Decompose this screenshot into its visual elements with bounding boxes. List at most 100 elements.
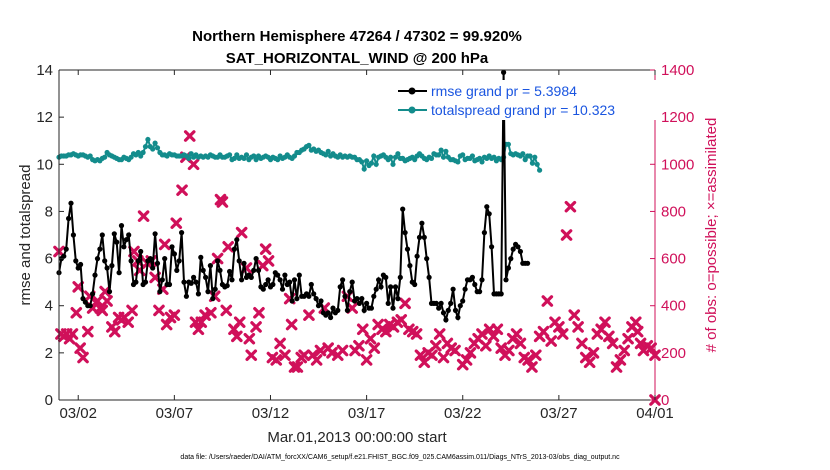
- obs-marker-164: [645, 342, 657, 354]
- rmse-point-195: [525, 260, 531, 266]
- obs-marker-76: [303, 309, 315, 321]
- rmse-point-141: [395, 296, 401, 302]
- rmse-point-157: [433, 300, 439, 306]
- rmse-point-150: [416, 234, 423, 240]
- rmse-point-163: [448, 300, 454, 306]
- rmse-point-98: [291, 277, 298, 283]
- totalspread-point-128: [364, 158, 370, 164]
- y-right-tick-label-5: 1000: [661, 156, 694, 173]
- rmse-point-46: [166, 281, 173, 288]
- rmse-point-125: [356, 300, 362, 306]
- y-tick-label-2: 4: [45, 298, 53, 315]
- rmse-point-124: [354, 296, 360, 302]
- obs-marker-75: [298, 349, 310, 362]
- rmse-point-85: [260, 286, 266, 292]
- rmse-point-109: [318, 298, 324, 304]
- rmse-point-175: [477, 289, 483, 295]
- rmse-point-94: [282, 272, 288, 278]
- rmse-point-92: [277, 277, 283, 283]
- obs-marker-126: [503, 344, 515, 357]
- obs-marker-59: [243, 332, 256, 345]
- totalspread-point-155: [428, 155, 435, 161]
- rmse-point-128: [364, 300, 370, 306]
- rmse-point-130: [368, 305, 374, 311]
- obs-marker-152: [603, 330, 615, 343]
- rmse-point-119: [342, 293, 348, 299]
- rmse-point-44: [162, 256, 168, 262]
- rmse-point-91: [275, 272, 281, 278]
- y-right-tick-label-6: 1200: [661, 109, 694, 126]
- x-tick-label-6: 04/01: [636, 405, 674, 422]
- rmse-point-39: [150, 265, 156, 271]
- rmse-point-29: [126, 232, 132, 238]
- rmse-point-62: [205, 289, 211, 295]
- obs-marker-19: [108, 325, 121, 338]
- rmse-point-33: [135, 258, 141, 264]
- obs-marker-144: [572, 321, 584, 333]
- obs-marker-148: [587, 347, 600, 359]
- obs-marker-128: [510, 328, 523, 340]
- rmse-point-162: [445, 307, 451, 313]
- totalspread-point-161: [443, 148, 449, 154]
- y-tick-label-5: 10: [36, 156, 53, 173]
- legend-box: [393, 80, 657, 120]
- rmse-point-63: [207, 263, 213, 269]
- totalspread-point-19: [102, 154, 108, 160]
- rmse-point-191: [515, 244, 521, 250]
- rmse-point-38: [147, 256, 153, 262]
- rmse-point-40: [152, 231, 158, 237]
- obs-marker-133: [530, 349, 542, 362]
- rmse-point-176: [479, 277, 485, 283]
- obs-marker-129: [514, 337, 527, 350]
- rmse-point-21: [106, 289, 113, 295]
- obs-marker-34: [158, 238, 171, 251]
- rmse-point-140: [392, 284, 399, 290]
- rmse-point-14: [90, 291, 96, 297]
- totalspread-point-159: [438, 147, 444, 153]
- obs-marker-107: [426, 349, 438, 362]
- rmse-point-2: [61, 253, 67, 259]
- rmse-point-36: [142, 279, 149, 285]
- rmse-point-180: [489, 244, 495, 250]
- totalspread-point-78: [243, 152, 250, 158]
- rmse-point-70: [224, 283, 230, 289]
- obs-marker-99: [395, 314, 408, 326]
- x-tick-label-1: 03/07: [156, 405, 194, 422]
- rmse-point-18: [99, 232, 105, 238]
- obs-marker-139: [553, 321, 565, 333]
- obs-marker-45: [195, 316, 208, 329]
- obs-marker-145: [576, 337, 588, 350]
- totalspread-point-139: [390, 161, 396, 167]
- obs-marker-5: [66, 328, 79, 340]
- rmse-point-132: [373, 286, 379, 292]
- totalspread-point-126: [359, 159, 365, 165]
- obs-marker-95: [380, 325, 392, 338]
- rmse-point-118: [340, 277, 346, 283]
- obs-marker-55: [231, 330, 243, 343]
- obs-marker-28: [137, 210, 150, 222]
- obs-marker-108: [430, 339, 442, 352]
- totalspread-point-132: [373, 161, 379, 167]
- rmse-point-4: [66, 215, 72, 222]
- rmse-point-137: [385, 300, 391, 306]
- obs-marker-57: [235, 226, 248, 239]
- footnote: data file: /Users/raeder/DAI/ATM_forcXX/…: [180, 454, 620, 461]
- obs-marker-68: [274, 337, 286, 350]
- rmse-point-146: [407, 263, 413, 269]
- rmse-point-108: [315, 303, 322, 309]
- totalspread-point-35: [140, 149, 146, 156]
- legend-rmse-marker: [408, 87, 416, 95]
- rmse-point-17: [97, 246, 103, 252]
- obs-marker-39: [176, 184, 188, 197]
- rmse-point-172: [469, 274, 475, 280]
- obs-marker-103: [410, 328, 423, 340]
- rmse-point-192: [517, 248, 524, 255]
- obs-marker-38: [170, 217, 183, 230]
- obs-marker-113: [449, 344, 461, 357]
- rmse-point-166: [455, 314, 461, 321]
- totalspread-point-54: [186, 155, 192, 161]
- obs-marker-65: [262, 255, 275, 267]
- x-tick-label-2: 03/12: [252, 405, 290, 422]
- rmse-point-177: [481, 230, 487, 236]
- rmse-point-154: [426, 274, 432, 280]
